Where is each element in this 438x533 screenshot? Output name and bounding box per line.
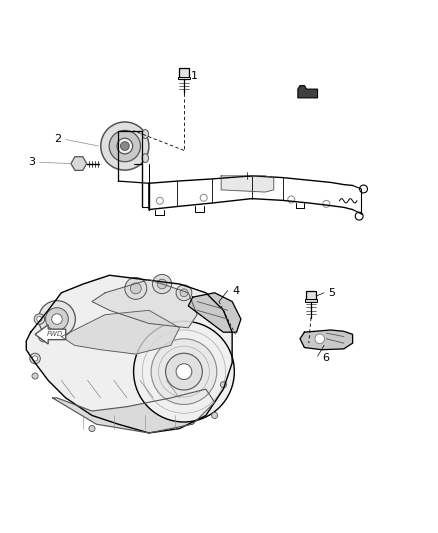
Polygon shape — [92, 280, 197, 328]
Polygon shape — [300, 330, 353, 350]
Circle shape — [125, 278, 147, 300]
Text: 5: 5 — [328, 288, 336, 298]
Circle shape — [30, 353, 40, 364]
FancyBboxPatch shape — [179, 68, 189, 78]
Circle shape — [46, 308, 68, 330]
Polygon shape — [188, 293, 241, 332]
Circle shape — [156, 197, 163, 204]
Ellipse shape — [142, 130, 148, 139]
FancyBboxPatch shape — [306, 291, 316, 301]
Polygon shape — [298, 86, 318, 98]
Circle shape — [315, 334, 325, 344]
Circle shape — [34, 314, 45, 324]
Polygon shape — [221, 176, 274, 192]
Text: 2: 2 — [54, 134, 61, 144]
Text: 1: 1 — [191, 71, 198, 81]
Circle shape — [200, 194, 207, 201]
Circle shape — [32, 356, 38, 361]
Ellipse shape — [117, 138, 133, 154]
Text: 4: 4 — [232, 286, 239, 296]
Circle shape — [176, 364, 192, 379]
Polygon shape — [61, 310, 180, 354]
Circle shape — [220, 382, 226, 388]
Circle shape — [180, 289, 188, 297]
Circle shape — [176, 285, 192, 301]
Ellipse shape — [109, 131, 141, 161]
Circle shape — [37, 317, 42, 322]
Circle shape — [288, 196, 295, 203]
Text: FWD: FWD — [47, 332, 64, 337]
Circle shape — [89, 425, 95, 432]
Bar — [178, 77, 190, 79]
Circle shape — [120, 142, 129, 150]
Bar — [305, 300, 317, 302]
Circle shape — [166, 353, 202, 390]
Circle shape — [323, 200, 330, 207]
Polygon shape — [26, 275, 232, 433]
Text: 3: 3 — [28, 157, 35, 167]
Circle shape — [151, 339, 217, 405]
Polygon shape — [53, 389, 215, 433]
Circle shape — [32, 373, 38, 379]
Circle shape — [157, 279, 167, 289]
Circle shape — [39, 332, 49, 342]
Circle shape — [41, 334, 46, 339]
Circle shape — [212, 413, 218, 418]
Circle shape — [52, 314, 62, 324]
Circle shape — [39, 301, 75, 337]
Circle shape — [360, 185, 367, 193]
Text: 6: 6 — [322, 353, 329, 364]
Circle shape — [152, 274, 172, 294]
Circle shape — [134, 321, 234, 422]
Polygon shape — [35, 325, 66, 344]
Circle shape — [355, 212, 363, 220]
Circle shape — [131, 283, 141, 294]
Ellipse shape — [142, 154, 148, 163]
Ellipse shape — [101, 122, 149, 170]
